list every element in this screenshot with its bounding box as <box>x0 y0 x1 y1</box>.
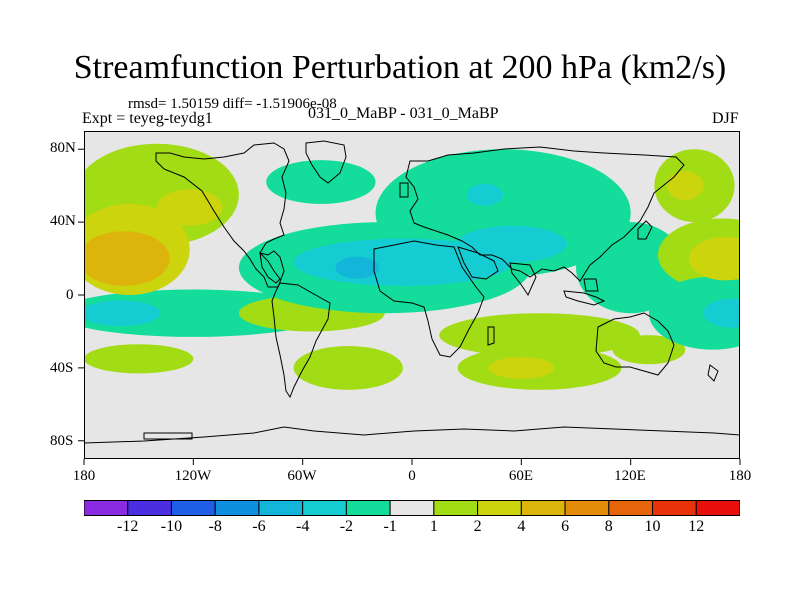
coastline-japan <box>637 220 653 240</box>
y-tick-80s: 80S <box>50 433 74 449</box>
y-tick-equator: 0 <box>66 287 74 303</box>
coastline-british-isles <box>399 182 409 198</box>
colorbar-bin-5 <box>302 500 347 516</box>
x-tick-60e: 60E <box>508 468 534 484</box>
y-tick-80n: 80N <box>50 140 76 156</box>
contour-region-16 <box>576 222 686 314</box>
colorbar-bin-11 <box>564 500 610 516</box>
colorbar-label-9: 4 <box>517 518 526 535</box>
x-tick-180e: 180 <box>728 468 752 484</box>
contour-region-19 <box>488 356 555 379</box>
coastline-indonesia <box>563 290 606 306</box>
colorbar-label-8: 2 <box>473 518 482 535</box>
colorbar-bin-8 <box>433 500 479 516</box>
coastline-madagascar <box>487 326 495 346</box>
colorbar-bin-4 <box>258 500 304 516</box>
colorbar-label-10: 6 <box>561 518 570 535</box>
coastline-new-zealand <box>707 364 719 382</box>
coastline-greenland <box>305 140 347 184</box>
colorbar-bin-1 <box>127 500 172 516</box>
colorbar-label-2: -8 <box>208 518 222 535</box>
contour-region-24 <box>688 236 740 281</box>
x-tick-120w: 120W <box>174 468 212 484</box>
contour-region-14 <box>466 183 504 206</box>
coastline-eurasia <box>405 146 685 282</box>
x-tick-120e: 120E <box>614 468 646 484</box>
contour-region-26 <box>703 298 740 328</box>
colorbar-label-4: -4 <box>295 518 310 535</box>
contour-region-7 <box>293 346 403 390</box>
colorbar-bin-2 <box>170 500 216 516</box>
contour-region-22 <box>667 171 704 201</box>
coastline-arabia <box>457 246 499 280</box>
colorbar-label-1: -10 <box>160 518 183 535</box>
experiment-label: Expt = teyeg-teydg1 <box>82 110 213 127</box>
colorbar-label-11: 8 <box>604 518 613 535</box>
coastlines <box>84 140 740 444</box>
colorbar-label-6: -1 <box>383 518 397 535</box>
contour-region-8 <box>84 344 194 374</box>
y-tick-40n: 40N <box>50 213 76 229</box>
map-frame <box>84 131 740 459</box>
colorbar-label-13: 12 <box>688 518 705 535</box>
contour-region-25 <box>648 276 740 350</box>
colorbar-label-12: 10 <box>644 518 661 535</box>
colorbar-bin-0 <box>84 500 129 516</box>
colorbar-label-3: -6 <box>252 518 266 535</box>
x-tick-0: 0 <box>408 468 416 484</box>
stats-line: rmsd= 1.50159 diff= -1.51906e-08 <box>128 96 337 112</box>
contour-region-20 <box>612 335 686 365</box>
map-panel <box>84 131 740 459</box>
contour-region-9 <box>266 160 376 204</box>
colorbar-bin-12 <box>608 500 654 516</box>
coastline-india <box>509 262 537 297</box>
colorbar-bin-7 <box>389 500 435 516</box>
coastline-north-america <box>155 142 290 288</box>
colorbar-bin-3 <box>214 500 260 516</box>
contour-region-17 <box>439 313 640 357</box>
colorbar-label-5: -2 <box>339 518 354 535</box>
x-tick-60w: 60W <box>287 468 317 484</box>
coastline-africa <box>373 240 485 358</box>
coastline-australia <box>595 312 675 376</box>
colorbar <box>84 500 740 516</box>
coastline-antarctic-ice-shelf <box>143 432 193 440</box>
case-label: 031_0_MaBP - 031_0_MaBP <box>308 105 499 122</box>
contour-region-1 <box>84 231 170 286</box>
coastline-antarctica <box>84 426 740 444</box>
colorbar-bin-14 <box>695 500 740 516</box>
colorbar-label-0: -12 <box>117 518 139 535</box>
colorbar-label-7: 1 <box>429 518 438 535</box>
axis-ticks <box>78 148 741 465</box>
plot-title: Streamfunction Perturbation at 200 hPa (… <box>73 49 727 86</box>
colorbar-bin-9 <box>477 500 522 516</box>
colorbar-bin-6 <box>345 500 391 516</box>
colorbar-bin-13 <box>652 500 697 516</box>
x-tick-180w: 180 <box>72 468 96 484</box>
contour-region-15 <box>457 225 567 263</box>
coastline-borneo <box>583 278 599 292</box>
coastline-central-america <box>259 251 281 284</box>
contour-region-5 <box>84 300 161 326</box>
y-tick-40s: 40S <box>50 360 74 376</box>
contour-region-12 <box>335 256 380 279</box>
colorbar-bin-10 <box>520 500 566 516</box>
coastline-south-america <box>271 282 331 399</box>
season-label: DJF <box>712 110 739 127</box>
